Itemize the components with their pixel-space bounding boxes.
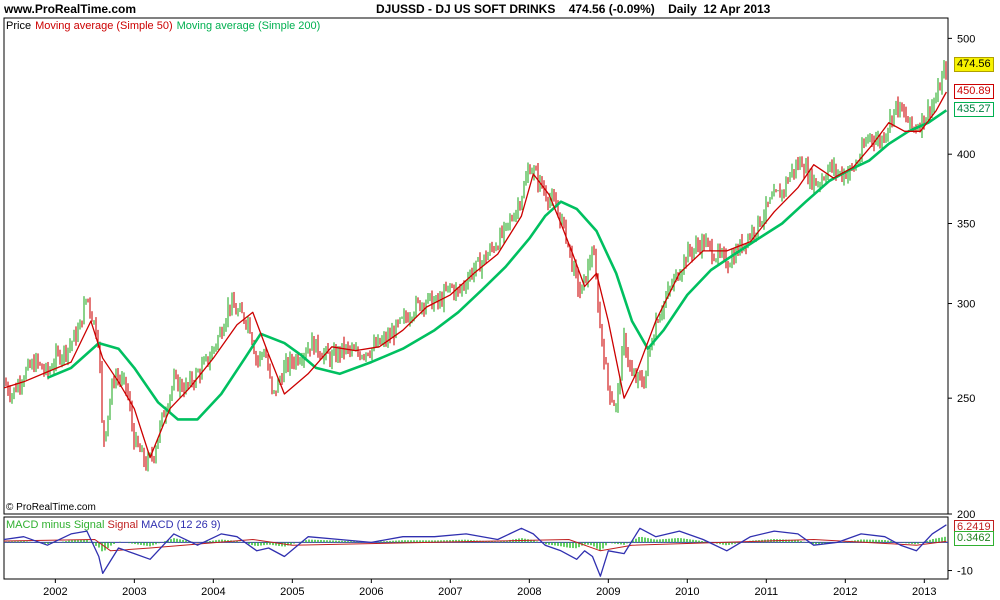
- legend-macd-hist: MACD minus Signal: [6, 519, 105, 531]
- y-tick-label: 300: [957, 299, 975, 311]
- x-tick-label: 2011: [754, 586, 778, 598]
- y-tick-label: 400: [957, 149, 975, 161]
- ma50-line: [3, 91, 947, 459]
- legend-ma200: Moving average (Simple 200): [176, 20, 321, 32]
- x-tick-label: 2003: [122, 586, 146, 598]
- signal-value-tag: 0.3462: [954, 531, 994, 546]
- price-panel-frame: [3, 17, 949, 515]
- macd-panel-frame: [3, 516, 949, 580]
- macd-legend: MACD minus Signal Signal MACD (12 26 9): [6, 519, 221, 531]
- x-tick-label: 2013: [912, 586, 936, 598]
- ma50-value-tag: 450.89: [954, 84, 994, 99]
- legend-macd-signal: Signal: [107, 519, 139, 531]
- macd-y-tick-label: -10: [957, 566, 973, 578]
- price-bars: [5, 60, 947, 472]
- chart-title: DJUSSD - DJ US SOFT DRINKS 474.56 (-0.09…: [376, 2, 771, 16]
- x-tick-label: 2012: [833, 586, 857, 598]
- price-value-tag: 474.56: [954, 57, 994, 72]
- macd-signal-line: [3, 539, 947, 552]
- legend-price: Price: [6, 20, 32, 32]
- x-tick-label: 2005: [280, 586, 304, 598]
- ma200-value-tag: 435.27: [954, 102, 994, 117]
- y-tick-label: 350: [957, 219, 975, 231]
- y-tick-label: 200: [957, 509, 975, 521]
- site-label: www.ProRealTime.com: [4, 2, 137, 16]
- ma200-line: [46, 109, 948, 421]
- x-tick-label: 2004: [201, 586, 225, 598]
- x-tick-label: 2007: [438, 586, 462, 598]
- x-tick-label: 2010: [675, 586, 699, 598]
- x-tick-label: 2002: [43, 586, 67, 598]
- legend-macd-line: MACD (12 26 9): [141, 519, 221, 531]
- price-legend: Price Moving average (Simple 50) Moving av…: [6, 20, 324, 32]
- y-tick-label: 500: [957, 33, 975, 45]
- macd-line: [3, 524, 947, 577]
- x-tick-label: 2006: [359, 586, 383, 598]
- x-tick-label: 2008: [517, 586, 541, 598]
- copyright-label: © ProRealTime.com: [6, 502, 96, 513]
- legend-ma50: Moving average (Simple 50): [35, 20, 173, 32]
- y-tick-label: 250: [957, 393, 975, 405]
- x-tick-label: 2009: [596, 586, 620, 598]
